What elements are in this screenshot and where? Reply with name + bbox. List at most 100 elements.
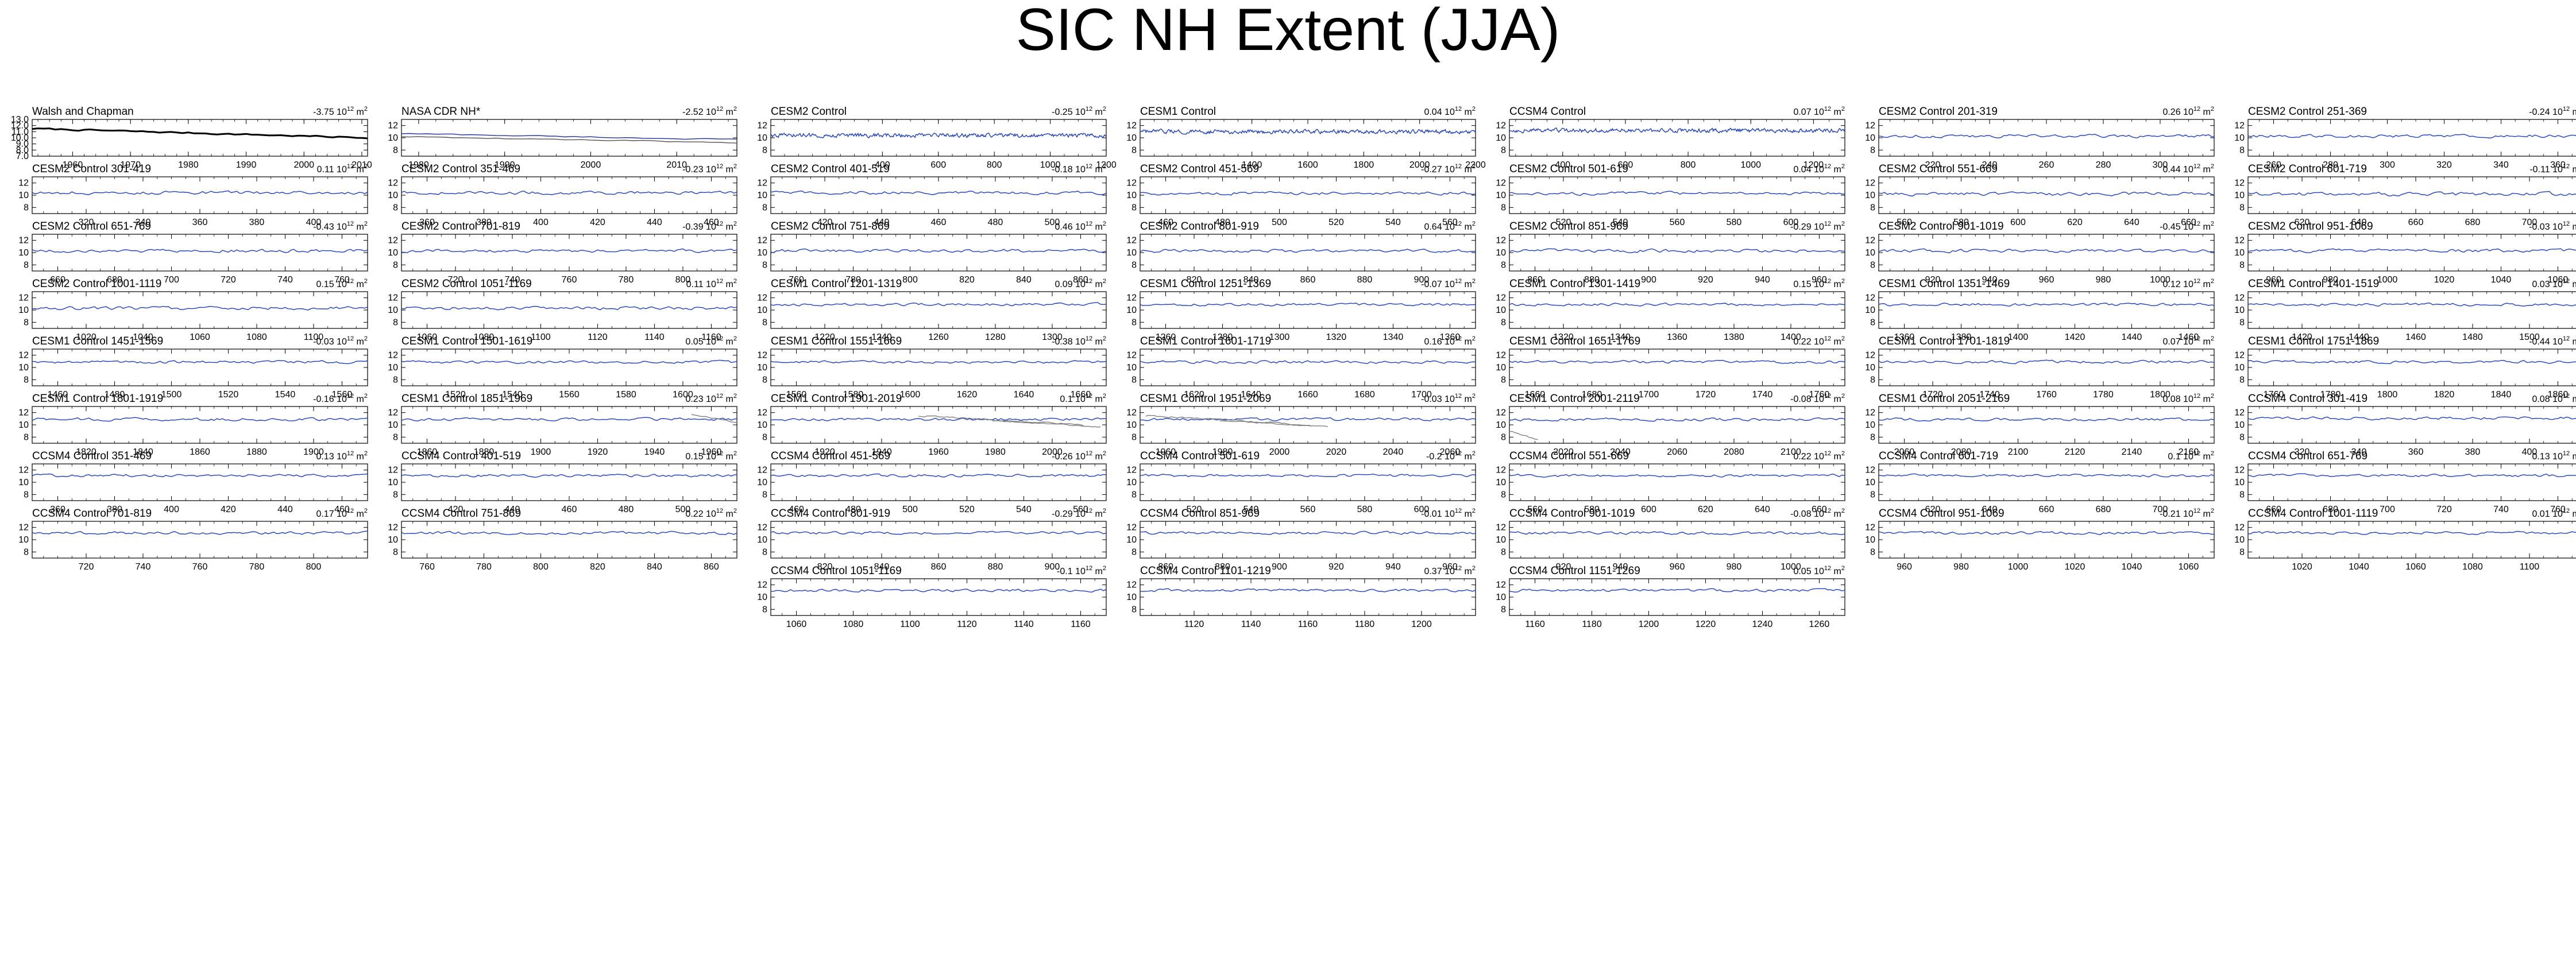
chart-38-unit-power: 2 bbox=[1103, 393, 1106, 400]
chart-53-title: CCSM4 Control 851-969 bbox=[1140, 508, 1260, 520]
chart-50-series-ctl bbox=[32, 531, 368, 535]
chart-17-xtick-label: 780 bbox=[845, 275, 861, 285]
chart-45-ytick-label: 12 bbox=[757, 466, 767, 475]
chart-51-ytick-label: 12 bbox=[388, 523, 398, 533]
chart-15-unit: m bbox=[354, 222, 364, 232]
chart-59-xtick-label: 1220 bbox=[1696, 619, 1716, 629]
chart-40-series-ctl bbox=[1509, 417, 1845, 422]
chart-48-unit: m bbox=[2200, 452, 2211, 462]
chart-17: CESM2 Control 751-869 0.46 1012 m28101276… bbox=[757, 220, 1107, 285]
chart-13-exponent: 12 bbox=[2193, 163, 2200, 170]
chart-44-ytick-label: 12 bbox=[388, 466, 398, 475]
chart-29-ytick-label: 8 bbox=[24, 375, 29, 385]
chart-48-xtick-label: 620 bbox=[1925, 505, 1941, 514]
chart-56-unit-base: 10 bbox=[2552, 509, 2563, 519]
chart-36-trend-value: -0.16 1012 m2 bbox=[313, 393, 368, 404]
chart-43-xtick-label: 440 bbox=[277, 505, 293, 514]
chart-18-unit: m bbox=[1462, 222, 1472, 232]
chart-23-ytick-label: 12 bbox=[388, 293, 398, 303]
chart-13-frame bbox=[1878, 176, 2215, 214]
chart-55-exponent: 12 bbox=[2193, 508, 2200, 514]
chart-31-xtick-label: 1640 bbox=[1014, 390, 1034, 400]
chart-1-trend: -3.75 bbox=[313, 107, 337, 117]
chart-22-frame bbox=[32, 291, 368, 329]
chart-50-ytick-label: 8 bbox=[24, 547, 29, 557]
chart-34-title: CESM1 Control 1701-1819 bbox=[1879, 335, 2010, 347]
chart-51: CCSM4 Control 751-869 0.22 1012 m28101276… bbox=[388, 508, 737, 572]
chart-4-unit-base: 10 bbox=[1445, 107, 1455, 117]
chart-50-unit-base: 10 bbox=[337, 509, 347, 519]
chart-35-xtick-label: 1820 bbox=[2434, 390, 2455, 400]
chart-9-xtick-label: 400 bbox=[533, 218, 549, 227]
chart-54-unit: m bbox=[1831, 509, 1841, 519]
chart-58-trend: 0.37 bbox=[1424, 567, 1445, 576]
chart-35-unit: m bbox=[2570, 337, 2576, 347]
chart-55-xtick-label: 960 bbox=[1897, 562, 1912, 572]
chart-4-unit-power: 2 bbox=[1472, 106, 1476, 113]
chart-44-frame bbox=[401, 463, 737, 501]
chart-27-series-ctl bbox=[1878, 303, 2215, 307]
chart-8-unit-power: 2 bbox=[364, 163, 368, 170]
chart-40-xtick-label: 2060 bbox=[1667, 447, 1687, 457]
chart-56-ytick-label: 10 bbox=[2234, 535, 2245, 545]
chart-4-title: CESM1 Control bbox=[1140, 106, 1216, 118]
chart-9: CESM2 Control 351-469 -0.23 1012 m2810123… bbox=[388, 163, 737, 227]
chart-3-unit-power: 2 bbox=[1103, 106, 1106, 113]
chart-45-xtick-label: 500 bbox=[902, 505, 918, 514]
chart-54-ytick-label: 8 bbox=[1501, 547, 1506, 557]
chart-11-xtick-label: 520 bbox=[1328, 218, 1344, 227]
chart-15-trend-value: -0.43 1012 m2 bbox=[313, 220, 368, 232]
chart-45: CCSM4 Control 451-569 -0.26 1012 m2810124… bbox=[757, 450, 1107, 514]
chart-10-unit: m bbox=[1092, 165, 1103, 175]
chart-48-xtick-label: 640 bbox=[1982, 505, 1998, 514]
chart-23-xtick-label: 1100 bbox=[531, 332, 551, 342]
chart-1-series-obs bbox=[32, 127, 368, 140]
chart-45-trend: -0.26 bbox=[1052, 452, 1075, 462]
chart-24-frame bbox=[770, 291, 1107, 329]
chart-25-ytick-label: 10 bbox=[1126, 305, 1137, 315]
chart-10-xtick-label: 420 bbox=[817, 218, 833, 227]
chart-50-trend: 0.17 bbox=[316, 509, 337, 519]
chart-43-xtick-label: 460 bbox=[334, 505, 350, 514]
chart-26-frame bbox=[1509, 291, 1845, 329]
chart-51-xtick-label: 800 bbox=[533, 562, 549, 572]
chart-9-unit: m bbox=[723, 165, 733, 175]
chart-45-xtick-label: 520 bbox=[959, 505, 975, 514]
chart-14-xtick-label: 700 bbox=[2522, 218, 2538, 227]
chart-36-unit-power: 2 bbox=[364, 393, 368, 400]
chart-41-xtick-label: 2100 bbox=[2008, 447, 2029, 457]
chart-1-title: Walsh and Chapman bbox=[32, 106, 134, 118]
chart-4-ytick-label: 12 bbox=[1126, 121, 1137, 131]
chart-54-series-ctl bbox=[1509, 531, 1845, 536]
chart-38-ytick-label: 12 bbox=[757, 408, 767, 418]
chart-35-ytick-label: 8 bbox=[2239, 375, 2245, 385]
chart-44-xtick-label: 480 bbox=[619, 505, 634, 514]
chart-47-unit: m bbox=[1831, 452, 1841, 462]
chart-57-unit: m bbox=[1092, 567, 1103, 576]
chart-43-title: CCSM4 Control 351-469 bbox=[32, 450, 152, 462]
chart-46-trend: -0.2 bbox=[1426, 452, 1445, 462]
chart-53-ytick-label: 12 bbox=[1126, 523, 1137, 533]
chart-21-ytick-label: 10 bbox=[2234, 248, 2245, 258]
chart-2-title: NASA CDR NH* bbox=[401, 106, 481, 118]
chart-56-xtick-label: 1080 bbox=[2462, 562, 2483, 572]
chart-42-xtick-label: 400 bbox=[2522, 447, 2538, 457]
chart-6-series-ctl bbox=[1878, 134, 2215, 139]
chart-23-unit-base: 10 bbox=[706, 280, 716, 289]
chart-8-ytick-label: 10 bbox=[18, 191, 29, 200]
chart-12-frame bbox=[1509, 176, 1845, 214]
chart-40: CESM1 Control 2001-2119 -0.08 1012 m28101… bbox=[1496, 393, 1845, 457]
chart-55: CCSM4 Control 951-1069 -0.21 1012 m281012… bbox=[1865, 508, 2215, 572]
chart-43-trend-value: 0.13 1012 m2 bbox=[316, 450, 368, 462]
chart-30-xtick-label: 1560 bbox=[559, 390, 580, 400]
chart-7-ytick-label: 12 bbox=[2234, 121, 2245, 131]
chart-29-unit-base: 10 bbox=[337, 337, 347, 347]
chart-33-trend: 0.22 bbox=[1793, 337, 1814, 347]
chart-5-ytick-label: 8 bbox=[1501, 145, 1506, 155]
chart-47-trend-value: 0.22 1012 m2 bbox=[1793, 450, 1845, 462]
chart-10-series-ctl bbox=[770, 190, 1107, 195]
chart-30-trend: 0.05 bbox=[685, 337, 706, 347]
chart-18-unit-power: 2 bbox=[1472, 220, 1476, 227]
chart-22-series-ctl bbox=[32, 305, 368, 311]
